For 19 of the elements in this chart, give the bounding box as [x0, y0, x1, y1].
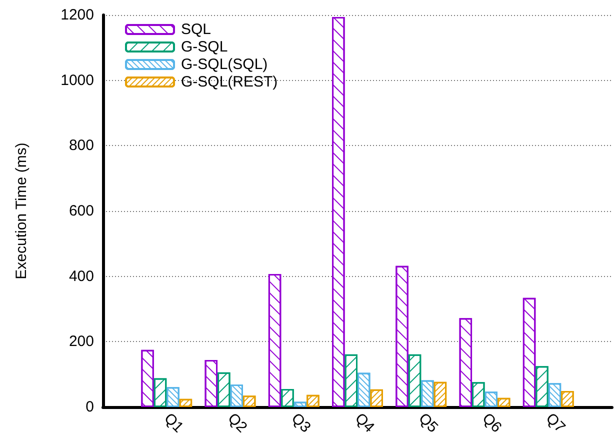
y-tick-label: 200: [68, 333, 94, 350]
x-tick-label: Q1: [160, 410, 187, 436]
y-axis-title: Execution Time (ms): [13, 142, 30, 280]
x-tick-label: Q7: [542, 410, 569, 436]
legend-label: G-SQL: [181, 38, 228, 56]
x-tick-label: Q6: [478, 410, 505, 436]
x-tick-label: Q2: [224, 410, 250, 436]
y-tick-label: 1200: [60, 6, 94, 24]
legend-label: G-SQL(SQL): [181, 56, 268, 73]
y-tick-label: 600: [68, 202, 94, 220]
x-tick-label: Q4: [351, 410, 378, 436]
y-tick-label: 1000: [60, 72, 94, 89]
x-tick-label: Q5: [415, 410, 442, 436]
y-tick-label: 800: [68, 137, 94, 154]
legend-label: G-SQL(REST): [181, 74, 278, 90]
x-tick-label: Q3: [288, 410, 314, 436]
y-tick-label: 0: [86, 398, 94, 416]
y-tick-label: 400: [68, 268, 94, 285]
legend-label: SQL: [181, 21, 212, 38]
